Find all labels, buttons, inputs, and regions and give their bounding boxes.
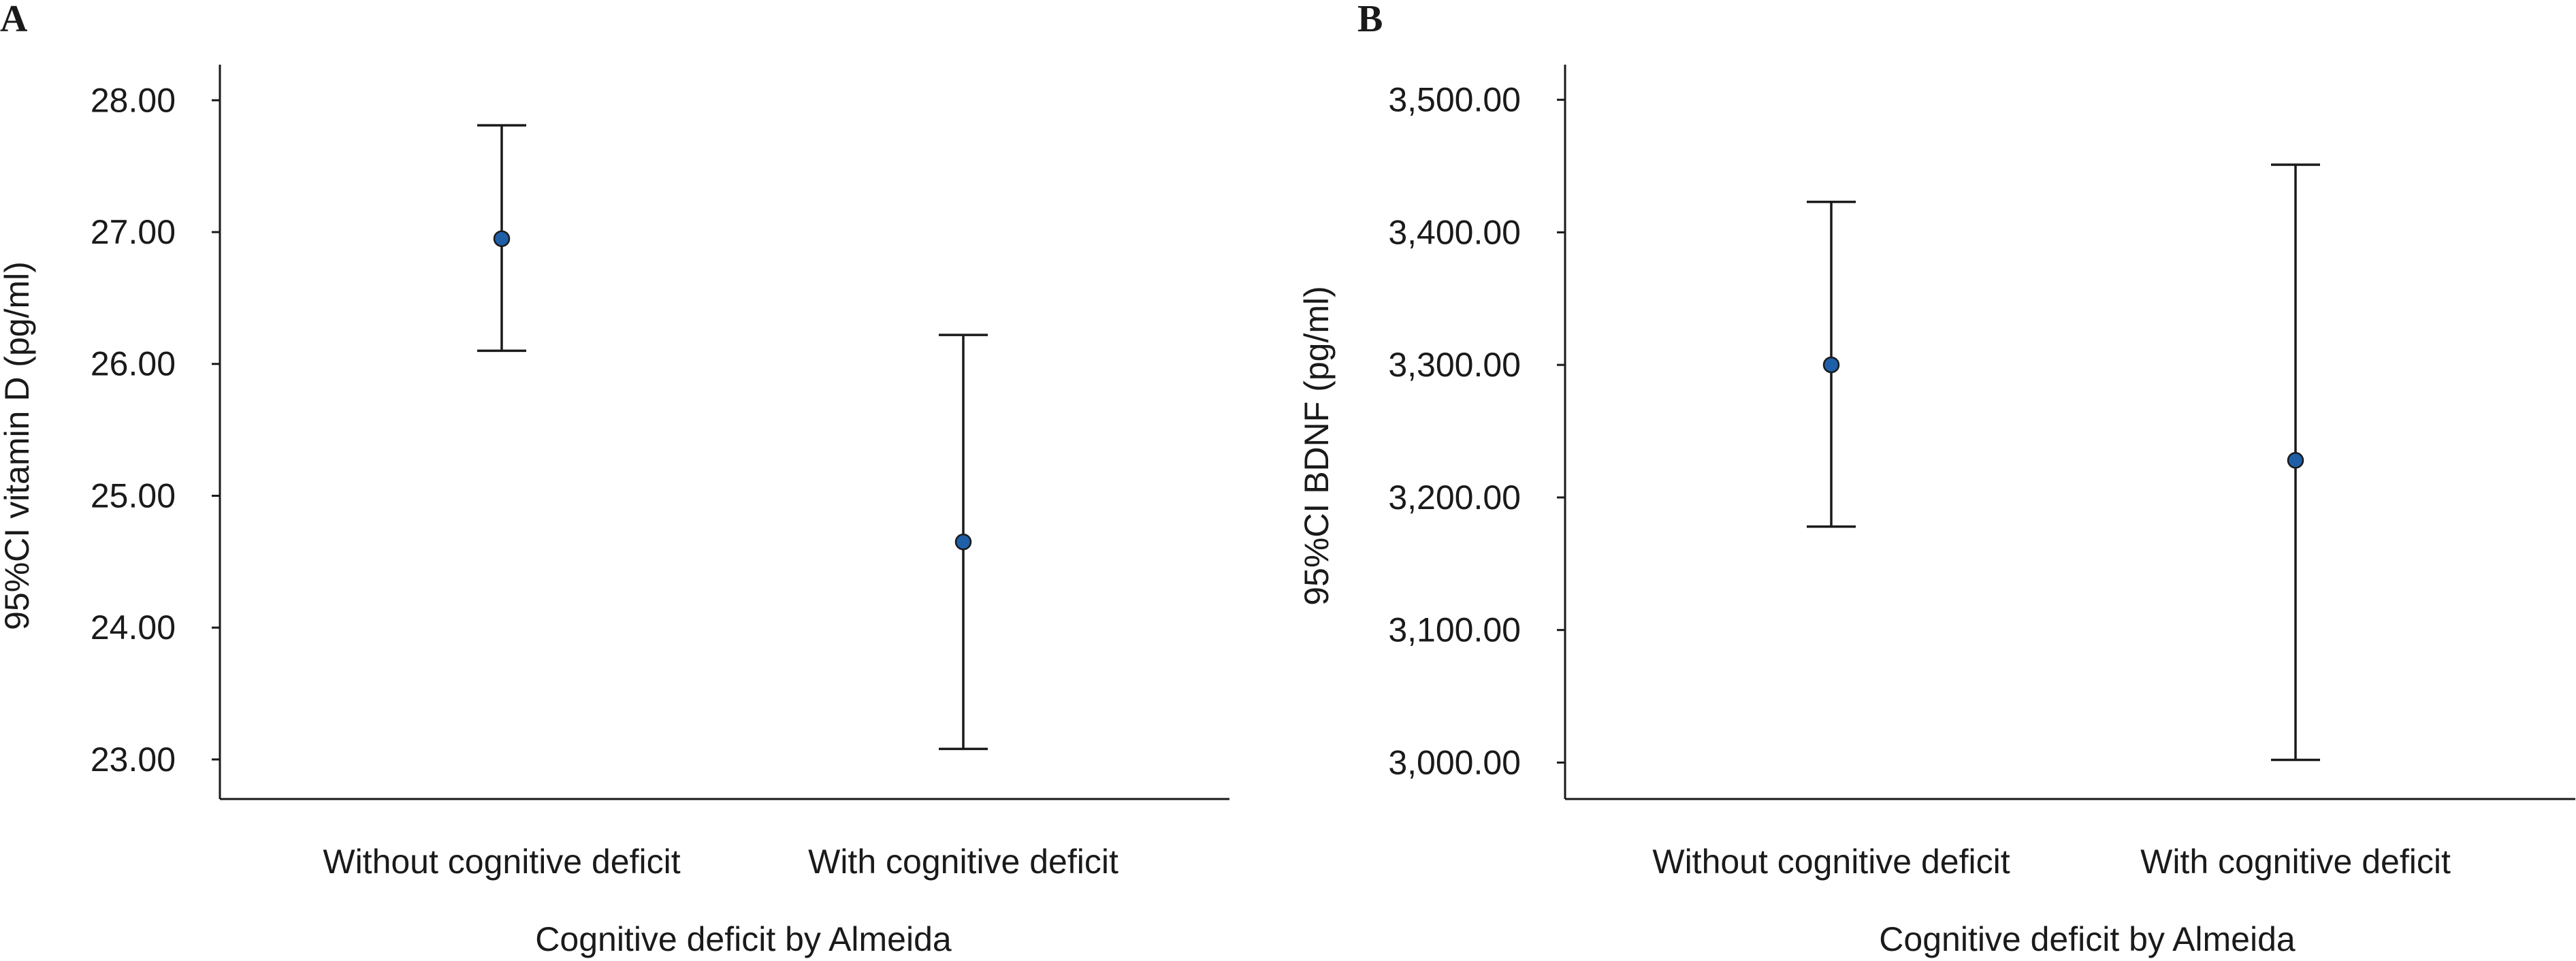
y-tick-label: 28.00 xyxy=(91,81,176,119)
y-tick-label: 3,500.00 xyxy=(1388,81,1521,119)
y-tick-label: 3,100.00 xyxy=(1388,611,1521,649)
panel-b-axes xyxy=(1564,65,2575,800)
mean-point xyxy=(954,534,972,551)
panel-b-y-axis-title: 95%CI BDNF (pg/ml) xyxy=(1298,286,1336,606)
y-tick-label: 26.00 xyxy=(91,345,176,383)
x-category-label: With cognitive deficit xyxy=(2140,843,2451,881)
panel-a-y-ticks: 23.00 24.00 25.00 26.00 27.00 28.00 xyxy=(91,81,220,779)
mean-point xyxy=(493,230,511,247)
panel-b: B 95%CI BDNF (pg/ml) Cognitive deficit b… xyxy=(1298,0,2575,958)
y-tick-label: 3,200.00 xyxy=(1388,478,1521,517)
y-tick-label: 3,300.00 xyxy=(1388,346,1521,384)
panel-b-letter: B xyxy=(1357,0,1383,40)
panel-b-marks xyxy=(1807,163,2320,762)
y-tick-label: 27.00 xyxy=(91,213,176,251)
panel-a: A 95%CI vitamin D (pg/ml) Cognitive defi… xyxy=(0,0,1229,958)
y-tick-label: 25.00 xyxy=(91,476,176,515)
panel-a-x-axis-title: Cognitive deficit by Almeida xyxy=(535,920,952,958)
panel-a-letter: A xyxy=(0,0,28,40)
panel-a-axes xyxy=(219,65,1229,800)
y-tick-label: 24.00 xyxy=(91,608,176,647)
y-tick-label: 23.00 xyxy=(91,740,176,779)
mean-point xyxy=(2287,452,2304,469)
x-category-label: Without cognitive deficit xyxy=(323,843,680,881)
x-category-label: With cognitive deficit xyxy=(808,843,1118,881)
panel-b-categories: Without cognitive deficit With cognitive … xyxy=(1652,843,2451,881)
x-category-label: Without cognitive deficit xyxy=(1652,843,2010,881)
mean-point xyxy=(1822,356,1840,374)
panel-a-y-axis-title: 95%CI vitamin D (pg/ml) xyxy=(0,261,36,630)
panel-a-marks xyxy=(477,124,988,751)
panel-b-y-ticks: 3,000.00 3,100.00 3,200.00 3,300.00 3,400.00… xyxy=(1388,81,1565,781)
panel-b-x-axis-title: Cognitive deficit by Almeida xyxy=(1879,920,2296,958)
y-tick-label: 3,000.00 xyxy=(1388,743,1521,781)
panel-a-categories: Without cognitive deficit With cognitive … xyxy=(323,843,1118,881)
y-tick-label: 3,400.00 xyxy=(1388,213,1521,251)
